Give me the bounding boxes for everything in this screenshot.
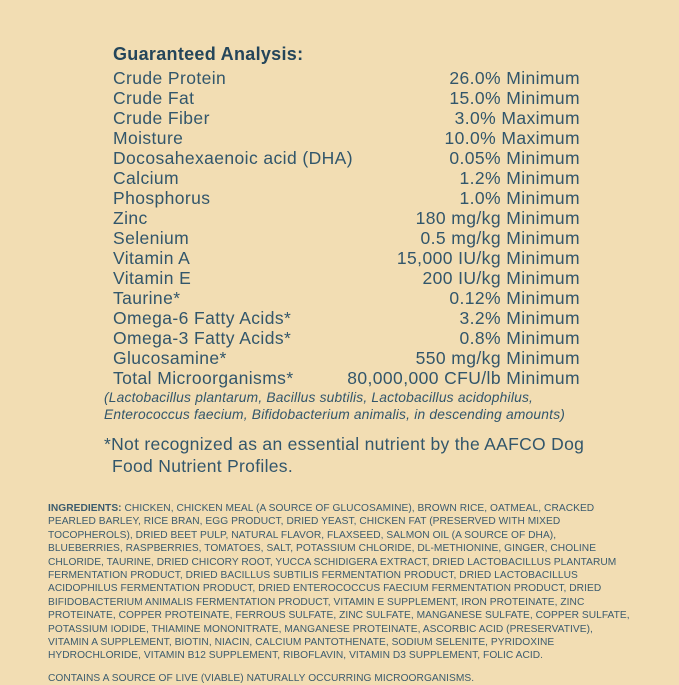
nutrient-value: 0.05% Minimum	[449, 148, 580, 168]
ga-row-vitamin-e: Vitamin E 200 IU/kg Minimum	[113, 268, 580, 288]
nutrient-value: 10.0% Maximum	[444, 128, 580, 148]
nutrient-name: Docosahexaenoic acid (DHA)	[113, 148, 353, 168]
nutrient-name: Crude Protein	[113, 68, 227, 88]
ga-row-dha: Docosahexaenoic acid (DHA) 0.05% Minimum	[113, 148, 580, 168]
ga-row-crude-protein: Crude Protein 26.0% Minimum	[113, 68, 580, 88]
nutrient-name: Omega-3 Fatty Acids*	[113, 328, 292, 348]
nutrient-name: Zinc	[113, 208, 148, 228]
ga-row-crude-fiber: Crude Fiber 3.0% Maximum	[113, 108, 580, 128]
ingredients-label: INGREDIENTS:	[48, 503, 122, 514]
contains-live-microorganisms-note: CONTAINS A SOURCE OF LIVE (VIABLE) NATUR…	[48, 672, 475, 684]
nutrient-value: 15.0% Minimum	[449, 88, 580, 108]
nutrient-name: Omega-6 Fatty Acids*	[113, 308, 292, 328]
nutrient-value: 0.5 mg/kg Minimum	[420, 228, 580, 248]
nutrient-name: Selenium	[113, 228, 190, 248]
nutrient-name: Crude Fiber	[113, 108, 210, 128]
ga-row-crude-fat: Crude Fat 15.0% Minimum	[113, 88, 580, 108]
guaranteed-analysis-title: Guaranteed Analysis:	[113, 44, 304, 64]
ingredients-list: CHICKEN, CHICKEN MEAL (A SOURCE OF GLUCO…	[48, 503, 630, 662]
nutrient-value: 0.8% Minimum	[459, 328, 580, 348]
ga-row-zinc: Zinc 180 mg/kg Minimum	[113, 208, 580, 228]
ingredients-paragraph: INGREDIENTS: CHICKEN, CHICKEN MEAL (A SO…	[48, 502, 633, 663]
ga-row-omega3: Omega-3 Fatty Acids* 0.8% Minimum	[113, 328, 580, 348]
microorganisms-note-line2: Enterococcus faecium, Bifidobacterium an…	[104, 406, 566, 422]
microorganisms-species-note: (Lactobacillus plantarum, Bacillus subti…	[104, 390, 580, 423]
guaranteed-analysis-section: Guaranteed Analysis: Crude Protein 26.0% …	[104, 44, 580, 423]
ga-row-vitamin-a: Vitamin A 15,000 IU/kg Minimum	[113, 248, 580, 268]
nutrient-name: Calcium	[113, 168, 180, 188]
ga-row-glucosamine: Glucosamine* 550 mg/kg Minimum	[113, 348, 580, 368]
nutrient-value: 0.12% Minimum	[449, 288, 580, 308]
nutrient-name: Moisture	[113, 128, 184, 148]
aafco-footnote-line2: Food Nutrient Profiles.	[112, 455, 294, 476]
nutrient-value: 1.2% Minimum	[459, 168, 580, 188]
nutrient-value: 3.0% Maximum	[454, 108, 580, 128]
ga-row-calcium: Calcium 1.2% Minimum	[113, 168, 580, 188]
microorganisms-note-line1: (Lactobacillus plantarum, Bacillus subti…	[104, 390, 534, 405]
nutrient-value: 26.0% Minimum	[449, 68, 580, 88]
nutrient-name: Total Microorganisms*	[113, 368, 294, 388]
nutrient-value: 15,000 IU/kg Minimum	[396, 248, 580, 268]
nutrient-value: 550 mg/kg Minimum	[415, 348, 580, 368]
nutrient-value: 1.0% Minimum	[459, 188, 580, 208]
aafco-footnote: *Not recognized as an essential nutrient…	[104, 434, 679, 477]
nutrient-name: Vitamin A	[113, 248, 191, 268]
nutrient-value: 180 mg/kg Minimum	[415, 208, 580, 228]
ga-row-selenium: Selenium 0.5 mg/kg Minimum	[113, 228, 580, 248]
ga-row-total-microorganisms: Total Microorganisms* 80,000,000 CFU/lb M…	[113, 368, 580, 388]
nutrient-name: Vitamin E	[113, 268, 192, 288]
nutrient-name: Glucosamine*	[113, 348, 227, 368]
ga-row-phosphorus: Phosphorus 1.0% Minimum	[113, 188, 580, 208]
nutrient-name: Taurine*	[113, 288, 181, 308]
nutrient-name: Phosphorus	[113, 188, 211, 208]
ga-row-moisture: Moisture 10.0% Maximum	[113, 128, 580, 148]
ga-row-omega6: Omega-6 Fatty Acids* 3.2% Minimum	[113, 308, 580, 328]
nutrient-name: Crude Fat	[113, 88, 195, 108]
nutrient-value: 3.2% Minimum	[459, 308, 580, 328]
ga-row-taurine: Taurine* 0.12% Minimum	[113, 288, 580, 308]
nutrient-value: 200 IU/kg Minimum	[422, 268, 580, 288]
aafco-footnote-line1: *Not recognized as an essential nutrient…	[104, 434, 585, 454]
nutrient-value: 80,000,000 CFU/lb Minimum	[347, 368, 580, 388]
